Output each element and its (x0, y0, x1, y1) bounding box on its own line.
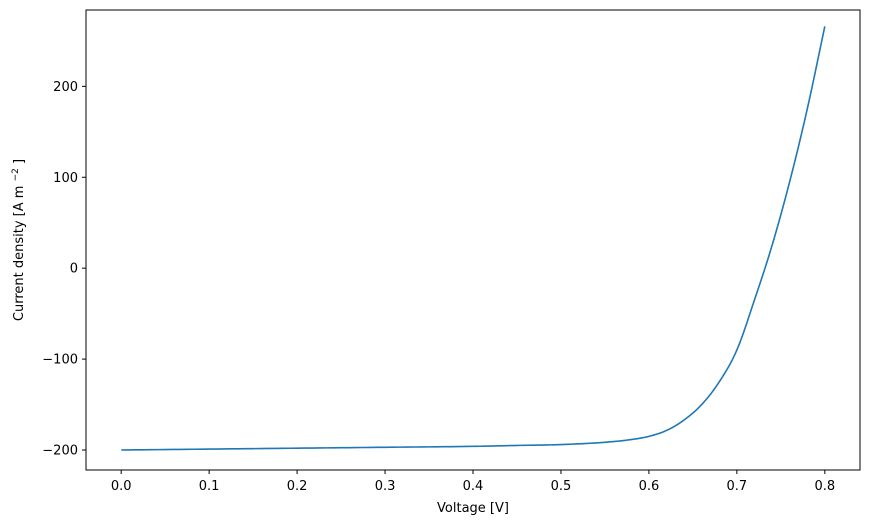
y-axis-label-end: ] (12, 159, 27, 164)
y-tick-label: 0 (70, 262, 78, 277)
y-tick-label: −200 (42, 444, 78, 459)
x-tick-label: 0.8 (814, 479, 835, 494)
axes-frame (85, 9, 861, 471)
x-tick-label: 0.6 (639, 479, 660, 494)
x-axis-label: Voltage [V] (437, 501, 509, 516)
x-tick-label: 0.0 (111, 479, 132, 494)
x-tick-label: 0.1 (199, 479, 220, 494)
y-tick-label: 200 (53, 80, 78, 95)
plot-area (121, 26, 826, 451)
x-tick-label: 0.3 (375, 479, 396, 494)
series-line (121, 26, 826, 451)
x-tick-label: 0.7 (727, 479, 748, 494)
y-axis-label-sup: −2 (11, 168, 21, 181)
x-tick-label: 0.2 (287, 479, 308, 494)
x-axis-ticks: 0.0 0.1 0.2 0.3 0.4 0.5 0.6 0.7 0.8 (111, 470, 835, 494)
x-tick-label: 0.5 (551, 479, 572, 494)
x-tick-label: 0.4 (463, 479, 484, 494)
y-axis-ticks: −200 −100 0 100 200 (42, 80, 86, 459)
y-tick-label: −100 (42, 353, 78, 368)
y-tick-label: 100 (53, 171, 78, 186)
y-axis-label: Current density [A m −2 ] (7, 159, 27, 321)
y-axis-label-main: Current density [A m (12, 186, 27, 322)
